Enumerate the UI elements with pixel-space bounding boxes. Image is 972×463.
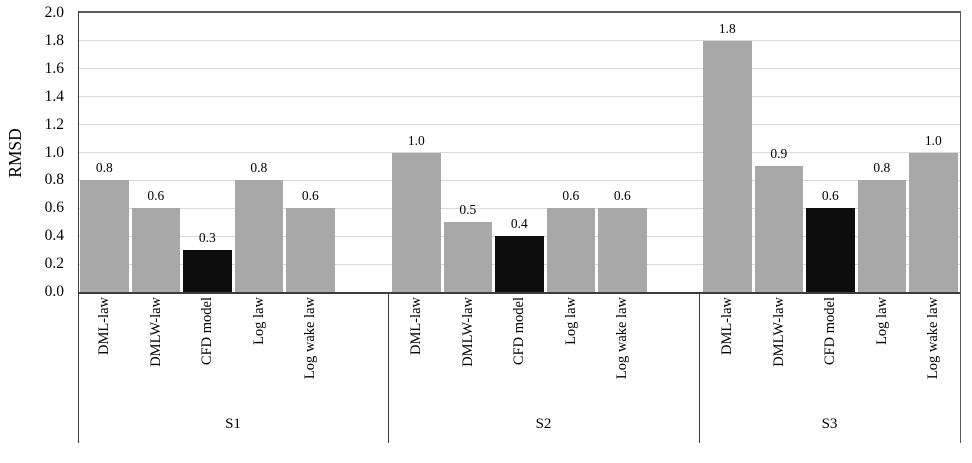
y-axis-line bbox=[78, 11, 79, 443]
y-tick-label: 1.4 bbox=[44, 87, 64, 105]
group-label-s3: S3 bbox=[821, 416, 838, 432]
bar-s1-1 bbox=[80, 180, 129, 292]
y-gridline bbox=[78, 207, 960, 209]
y-tick-label: 0.4 bbox=[44, 227, 64, 245]
bar-value-label: 0.6 bbox=[821, 188, 839, 204]
bar-s1-4 bbox=[234, 180, 283, 292]
y-gridline bbox=[78, 124, 960, 126]
bar-s2-2 bbox=[443, 222, 492, 292]
bar-value-label: 0.6 bbox=[613, 188, 631, 204]
bar-s3-3 bbox=[806, 208, 855, 292]
y-tick-label: 1.8 bbox=[44, 31, 64, 49]
plot-top-border bbox=[78, 11, 961, 13]
bar-value-label: 0.8 bbox=[95, 160, 113, 176]
bar-value-label: 0.9 bbox=[770, 146, 788, 162]
category-label: DML-law bbox=[96, 297, 113, 355]
category-label: DML-law bbox=[408, 297, 425, 355]
bar-s2-4 bbox=[546, 208, 595, 292]
bar-value-label: 0.5 bbox=[459, 202, 477, 218]
category-label: DMLW-law bbox=[770, 297, 787, 367]
group-divider bbox=[388, 292, 389, 443]
bar-s2-5 bbox=[598, 208, 647, 292]
y-tick-label: 0.0 bbox=[44, 283, 64, 300]
y-tick-label: 2.0 bbox=[44, 4, 64, 21]
y-tick-label: 0.2 bbox=[44, 255, 64, 273]
bar-value-label: 1.8 bbox=[718, 20, 736, 36]
y-tick-label: 0.6 bbox=[44, 199, 64, 217]
y-gridline bbox=[78, 152, 960, 153]
bar-value-label: 0.6 bbox=[562, 188, 580, 204]
y-gridline bbox=[78, 40, 960, 42]
bar-value-label: 0.6 bbox=[147, 188, 165, 204]
y-tick-label: 0.8 bbox=[44, 171, 64, 189]
bar-value-label: 1.0 bbox=[407, 132, 425, 148]
group-label-s2: S2 bbox=[535, 416, 552, 432]
group-divider bbox=[699, 292, 700, 443]
category-label: Log wake law bbox=[614, 297, 631, 380]
bar-value-label: 0.8 bbox=[250, 160, 268, 176]
bar-s3-4 bbox=[857, 180, 906, 292]
bar-s2-1 bbox=[392, 152, 441, 292]
bar-s3-5 bbox=[909, 152, 958, 292]
category-label: DML-law bbox=[719, 297, 736, 355]
bar-s1-2 bbox=[131, 208, 180, 292]
bar-s3-2 bbox=[754, 166, 803, 292]
category-label: Log law bbox=[562, 297, 579, 345]
category-label: CFD model bbox=[199, 297, 216, 366]
x-axis-baseline bbox=[78, 292, 961, 294]
y-tick-label: 1.0 bbox=[44, 143, 64, 161]
category-label: DMLW-law bbox=[459, 297, 476, 367]
bar-value-label: 0.6 bbox=[301, 188, 319, 204]
plot-right-border bbox=[960, 11, 961, 443]
group-label-s1: S1 bbox=[225, 416, 241, 432]
bar-s3-1 bbox=[703, 40, 752, 292]
category-label: CFD model bbox=[822, 297, 839, 366]
category-label: Log law bbox=[873, 297, 890, 345]
bar-value-label: 0.4 bbox=[510, 216, 528, 232]
bar-s2-3 bbox=[495, 236, 544, 292]
bar-s1-3 bbox=[183, 250, 232, 292]
category-label: Log wake law bbox=[302, 297, 319, 380]
y-tick-label: 1.6 bbox=[44, 59, 64, 77]
bar-value-label: 0.3 bbox=[198, 230, 216, 246]
category-label: CFD model bbox=[511, 297, 528, 366]
bar-value-label: 0.8 bbox=[873, 160, 891, 176]
bar-s1-5 bbox=[286, 208, 335, 292]
y-gridline bbox=[78, 179, 960, 181]
y-gridline bbox=[78, 96, 960, 98]
category-label: Log law bbox=[250, 297, 267, 345]
y-tick-label: 1.2 bbox=[44, 115, 64, 133]
bar-value-label: 1.0 bbox=[924, 132, 942, 148]
category-label: Log wake law bbox=[925, 297, 942, 380]
category-label: DMLW-law bbox=[147, 297, 164, 367]
y-gridline bbox=[78, 68, 960, 70]
